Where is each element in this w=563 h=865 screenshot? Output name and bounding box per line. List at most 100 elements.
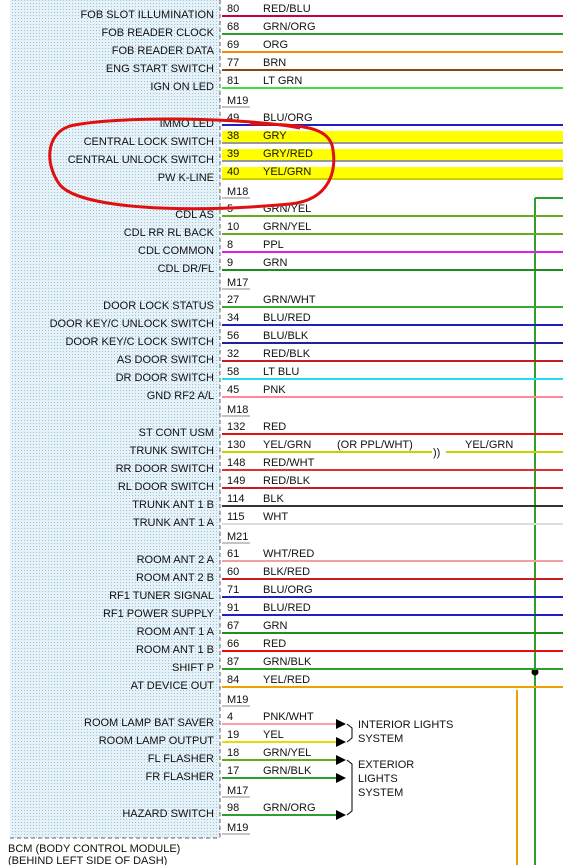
bracket — [346, 759, 353, 816]
pin-label: ROOM ANT 1 A — [137, 626, 215, 638]
pin-number: 38 — [227, 130, 239, 142]
highlight — [222, 149, 563, 161]
pin-number: 17 — [227, 765, 239, 777]
pin-label: FL FLASHER — [148, 753, 214, 765]
pin-number: 132 — [227, 421, 245, 433]
arrow — [336, 719, 346, 729]
arrow — [336, 810, 346, 820]
wire-color: GRN — [263, 620, 288, 632]
pin-number: 19 — [227, 729, 239, 741]
pin-number: 81 — [227, 75, 239, 87]
footer: BCM (BODY CONTROL MODULE) — [8, 843, 180, 855]
wire-color: RED — [263, 638, 286, 650]
connector: M17 — [227, 785, 248, 797]
pin-label: RF1 POWER SUPPLY — [103, 608, 215, 620]
wire-color: GRN/BLK — [263, 656, 312, 668]
wire-color: GRN/BLK — [263, 765, 312, 777]
pin-label: FOB READER DATA — [112, 45, 215, 57]
wire-color: YEL — [263, 729, 284, 741]
pin-label: CDL AS — [175, 209, 214, 221]
wire-color: WHT — [263, 511, 288, 523]
wire-color: GRN/ORG — [263, 21, 316, 33]
wire-color: ORG — [263, 39, 288, 51]
pin-label: FOB READER CLOCK — [102, 27, 215, 39]
wire-color: RED/BLU — [263, 3, 311, 15]
pin-number: 34 — [227, 312, 239, 324]
pin-number: 8 — [227, 239, 233, 251]
pin-number: 58 — [227, 366, 239, 378]
wire-color: BLU/RED — [263, 312, 311, 324]
pin-label: AT DEVICE OUT — [131, 680, 215, 692]
connector: M21 — [227, 531, 248, 543]
pin-label: PW K-LINE — [158, 172, 214, 184]
pin-number: 45 — [227, 384, 239, 396]
wire-color: GRY/RED — [263, 148, 313, 160]
pin-label: DR DOOR SWITCH — [116, 372, 214, 384]
pin-label: IMMO LED — [160, 118, 214, 130]
footer: (BEHIND LEFT SIDE OF DASH) — [8, 855, 167, 865]
pin-number: 69 — [227, 39, 239, 51]
wire-color: GRY — [263, 130, 287, 142]
highlight — [222, 131, 563, 143]
wire-color: BLU/ORG — [263, 112, 313, 124]
pin-number: 71 — [227, 584, 239, 596]
pin-label: DOOR KEY/C LOCK SWITCH — [65, 336, 214, 348]
wire-color: YEL/RED — [263, 674, 310, 686]
wire-color: GRN — [263, 257, 288, 269]
pin-label: CDL RR RL BACK — [124, 227, 215, 239]
pin-label: FOB SLOT ILLUMINATION — [81, 9, 215, 21]
pin-label: RL DOOR SWITCH — [118, 481, 214, 493]
pin-number: 114 — [227, 493, 245, 505]
wire-color: GRN/YEL — [263, 221, 311, 233]
pin-number: 4 — [227, 711, 233, 723]
pin-number: 148 — [227, 457, 245, 469]
splice-dot — [531, 668, 539, 676]
pin-number: 39 — [227, 148, 239, 160]
wire-color: PNK/WHT — [263, 711, 314, 723]
pin-label: SHIFT P — [172, 662, 214, 674]
pin-number: 80 — [227, 3, 239, 15]
pin-label: CENTRAL UNLOCK SWITCH — [68, 154, 214, 166]
alt-wire: (OR PPL/WHT) — [337, 439, 413, 451]
pin-number: 115 — [227, 511, 245, 523]
connector: M19 — [227, 95, 248, 107]
wire-color: YEL/GRN — [263, 166, 311, 178]
pin-number: 18 — [227, 747, 239, 759]
pin-number: 9 — [227, 257, 233, 269]
pin-label: ROOM LAMP BAT SAVER — [84, 717, 214, 729]
pin-number: 87 — [227, 656, 239, 668]
wire-color: PPL — [263, 239, 284, 251]
wire-color: BLU/ORG — [263, 584, 313, 596]
pin-label: ROOM ANT 2 B — [136, 572, 214, 584]
pin-number: 61 — [227, 548, 239, 560]
pin-label: RR DOOR SWITCH — [116, 463, 214, 475]
bracket — [346, 723, 353, 743]
pin-label: GND RF2 A/L — [147, 390, 214, 402]
arrow — [336, 773, 346, 783]
wire-color: BLK — [263, 493, 284, 505]
system-label: INTERIOR LIGHTS — [358, 719, 453, 731]
pin-number: 149 — [227, 475, 245, 487]
pin-number: 68 — [227, 21, 239, 33]
wire-color: LT GRN — [263, 75, 302, 87]
pin-number: 40 — [227, 166, 239, 178]
pin-label: DOOR LOCK STATUS — [103, 300, 214, 312]
pin-number: 91 — [227, 602, 239, 614]
pin-label: IGN ON LED — [150, 81, 214, 93]
break-mark: )) — [433, 447, 440, 459]
system-label: LIGHTS — [358, 773, 398, 785]
wire-color: PNK — [263, 384, 286, 396]
connector: M19 — [227, 822, 248, 834]
wire-color: RED/BLK — [263, 348, 311, 360]
pin-number: 10 — [227, 221, 239, 233]
wire-color: LT BLU — [263, 366, 299, 378]
pin-number: 77 — [227, 57, 239, 69]
annotation-circle — [48, 117, 336, 211]
pin-number: 32 — [227, 348, 239, 360]
pin-label: DOOR KEY/C UNLOCK SWITCH — [50, 318, 214, 330]
arrow — [336, 737, 346, 747]
wire-color: GRN/ORG — [263, 802, 316, 814]
wire-color: RED — [263, 421, 286, 433]
system-label: SYSTEM — [358, 733, 403, 745]
